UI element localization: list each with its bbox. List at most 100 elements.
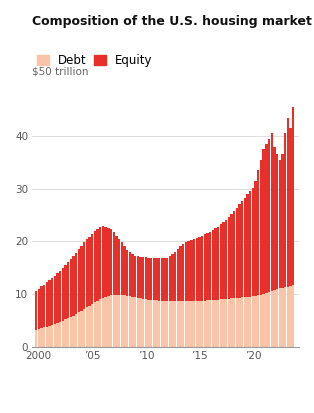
Bar (214, 300, 217, 347)
Bar (78, 249, 80, 312)
Bar (249, 297, 252, 347)
Bar (249, 191, 252, 297)
Bar (268, 292, 270, 347)
Bar (196, 301, 198, 347)
Bar (225, 220, 227, 299)
Bar (225, 299, 227, 347)
Bar (134, 297, 136, 347)
Bar (158, 258, 160, 301)
Bar (219, 299, 222, 347)
Bar (83, 309, 85, 347)
Bar (102, 226, 104, 298)
Bar (118, 239, 120, 294)
Bar (123, 295, 126, 347)
Bar (91, 304, 94, 347)
Bar (190, 301, 192, 347)
Bar (273, 147, 276, 290)
Bar (94, 231, 96, 302)
Bar (62, 268, 64, 321)
Bar (180, 246, 182, 301)
Bar (236, 298, 238, 347)
Bar (153, 258, 155, 300)
Bar (292, 107, 294, 285)
Bar (137, 298, 139, 347)
Bar (46, 327, 48, 347)
Bar (145, 257, 147, 299)
Bar (222, 222, 225, 299)
Bar (230, 214, 233, 298)
Bar (64, 265, 67, 319)
Bar (236, 208, 238, 298)
Bar (281, 154, 284, 288)
Bar (153, 300, 155, 347)
Bar (86, 307, 88, 347)
Bar (193, 301, 195, 347)
Bar (67, 262, 69, 318)
Bar (203, 235, 206, 301)
Bar (287, 118, 289, 287)
Bar (80, 246, 83, 311)
Bar (289, 128, 292, 286)
Bar (131, 254, 134, 297)
Bar (263, 294, 265, 347)
Bar (246, 297, 249, 347)
Bar (142, 257, 144, 299)
Bar (38, 329, 40, 347)
Bar (59, 322, 61, 347)
Bar (180, 301, 182, 347)
Bar (177, 301, 179, 347)
Bar (139, 256, 142, 298)
Bar (233, 298, 236, 347)
Bar (185, 242, 187, 301)
Bar (284, 133, 286, 287)
Bar (51, 278, 53, 325)
Bar (206, 300, 208, 347)
Bar (209, 300, 211, 347)
Bar (59, 271, 61, 322)
Bar (51, 325, 53, 347)
Bar (142, 299, 144, 347)
Bar (155, 300, 158, 347)
Bar (254, 296, 257, 347)
Bar (187, 241, 190, 301)
Bar (238, 298, 241, 347)
Bar (196, 238, 198, 301)
Bar (78, 312, 80, 347)
Bar (214, 228, 217, 300)
Bar (35, 291, 37, 330)
Bar (110, 294, 112, 347)
Bar (40, 286, 43, 328)
Bar (158, 301, 160, 347)
Bar (252, 188, 254, 296)
Bar (161, 301, 163, 347)
Bar (54, 324, 56, 347)
Bar (279, 288, 281, 347)
Bar (96, 301, 99, 347)
Bar (147, 258, 150, 300)
Bar (48, 280, 51, 326)
Bar (72, 316, 75, 347)
Bar (131, 297, 134, 347)
Bar (238, 204, 241, 298)
Bar (56, 323, 59, 347)
Bar (246, 195, 249, 297)
Bar (254, 181, 257, 296)
Bar (118, 294, 120, 347)
Bar (219, 225, 222, 299)
Bar (270, 133, 273, 291)
Bar (99, 227, 101, 299)
Bar (75, 314, 77, 347)
Bar (129, 252, 131, 296)
Bar (273, 290, 276, 347)
Bar (155, 258, 158, 300)
Bar (112, 232, 115, 294)
Bar (64, 319, 67, 347)
Bar (166, 258, 168, 301)
Bar (139, 298, 142, 347)
Bar (105, 297, 107, 347)
Bar (163, 301, 166, 347)
Bar (265, 144, 268, 293)
Bar (276, 289, 278, 347)
Bar (83, 242, 85, 309)
Bar (96, 229, 99, 301)
